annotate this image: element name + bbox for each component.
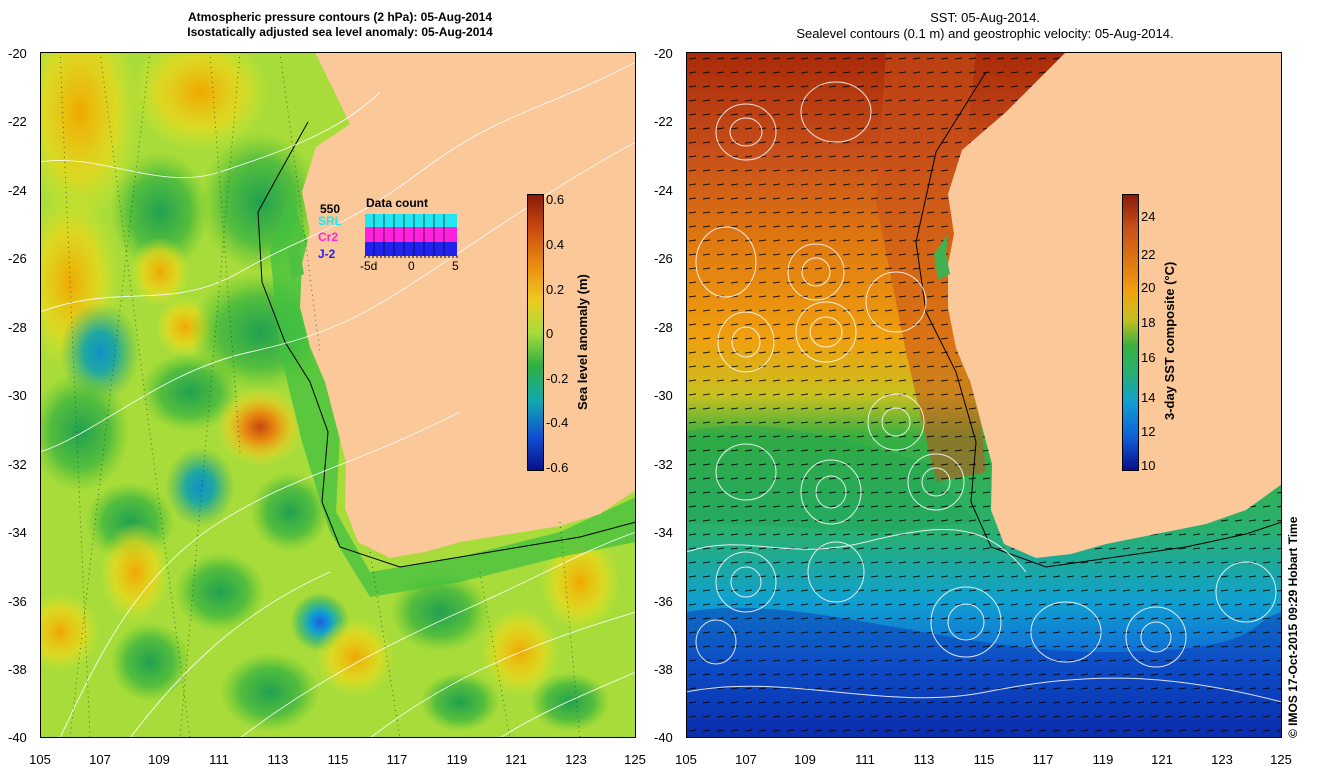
legend-cr2: Cr2: [318, 230, 339, 244]
lat-tick: -32: [654, 457, 673, 472]
lat-tick: -40: [654, 730, 673, 745]
right-cb-tick: 14: [1141, 390, 1156, 405]
lat-tick: -28: [8, 320, 27, 335]
left-colorbar-label: Sea level anomaly (m): [575, 274, 590, 410]
lat-tick: -22: [654, 114, 673, 129]
left-title-line1: Atmospheric pressure contours (2 hPa): 0…: [187, 10, 493, 24]
right-colorbar-label: 3-day SST composite (°C): [1162, 261, 1177, 420]
inset-bars-j2: [365, 242, 457, 256]
right-cb-tick: 22: [1141, 247, 1156, 262]
left-map-panel: [40, 52, 636, 738]
inset-title: Data count: [366, 196, 429, 210]
credit-text: © IMOS 17-Oct-2015 09:29 Hobart Time: [1286, 516, 1300, 738]
left-cb-tick: -0.4: [546, 415, 569, 430]
lon-tick: 123: [1211, 752, 1233, 767]
lat-tick: -36: [8, 594, 27, 609]
lat-tick: -20: [654, 46, 673, 61]
lat-tick: -28: [654, 320, 673, 335]
lon-tick: 115: [327, 752, 349, 767]
lon-tick: 107: [735, 752, 757, 767]
lat-tick: -24: [8, 183, 27, 198]
right-colorbar: [1122, 194, 1139, 471]
left-cb-tick: -0.6: [546, 460, 569, 475]
lon-tick: 105: [675, 752, 697, 767]
inset-max-label: 550: [320, 202, 341, 216]
left-cb-tick: 0.4: [546, 237, 565, 252]
right-cb-tick: 18: [1141, 315, 1156, 330]
left-cb-tick: 0.6: [546, 192, 565, 207]
left-colorbar: [527, 194, 544, 471]
lat-tick: -26: [654, 251, 673, 266]
lat-tick: -22: [8, 114, 27, 129]
lat-tick: -38: [654, 662, 673, 677]
lat-tick: -34: [8, 525, 27, 540]
lat-tick: -30: [654, 388, 673, 403]
lat-tick: -36: [654, 594, 673, 609]
lon-tick: 105: [29, 752, 51, 767]
lat-tick: -24: [654, 183, 673, 198]
inset-bars-srl: [365, 214, 457, 227]
left-cb-tick: 0.2: [546, 282, 565, 297]
inset-tick-right: 5: [452, 259, 459, 273]
right-map-panel: [686, 52, 1282, 738]
lat-tick: -20: [8, 46, 27, 61]
lon-tick: 115: [973, 752, 995, 767]
lat-tick: -38: [8, 662, 27, 677]
lon-tick: 121: [1151, 752, 1173, 767]
right-title-line1: SST: 05-Aug-2014.: [930, 10, 1040, 25]
inset-tick-left: -5d: [360, 259, 378, 273]
lat-tick: -34: [654, 525, 673, 540]
right-cb-tick: 10: [1141, 458, 1156, 473]
data-count-inset: Data count 550 SRL Cr2 J-2 -5d 0 5: [318, 196, 478, 276]
inset-tick-mid: 0: [408, 259, 415, 273]
legend-srl: SRL: [318, 214, 342, 228]
lon-tick: 125: [1270, 752, 1292, 767]
inset-bars-cr2: [365, 227, 457, 242]
right-title-line2: Sealevel contours (0.1 m) and geostrophi…: [796, 26, 1174, 41]
inset-bar-chart: [364, 214, 458, 258]
lon-tick: 125: [624, 752, 646, 767]
right-cb-tick: 20: [1141, 280, 1156, 295]
lon-tick: 117: [1032, 752, 1054, 767]
lon-tick: 119: [1092, 752, 1114, 767]
lat-tick: -32: [8, 457, 27, 472]
left-cb-tick: -0.2: [546, 371, 569, 386]
lon-tick: 113: [267, 752, 289, 767]
lon-tick: 107: [89, 752, 111, 767]
lon-tick: 117: [386, 752, 408, 767]
right-cb-tick: 16: [1141, 350, 1156, 365]
left-title-line2: Isostatically adjusted sea level anomaly…: [187, 25, 493, 39]
lon-tick: 109: [794, 752, 816, 767]
lat-tick: -30: [8, 388, 27, 403]
lon-tick: 113: [913, 752, 935, 767]
left-panel-title: Atmospheric pressure contours (2 hPa): 0…: [100, 10, 580, 40]
right-cb-tick: 24: [1141, 209, 1156, 224]
lon-tick: 109: [148, 752, 170, 767]
lat-tick: -26: [8, 251, 27, 266]
legend-j2: J-2: [318, 247, 336, 261]
right-panel-title: SST: 05-Aug-2014. Sealevel contours (0.1…: [690, 10, 1280, 42]
lon-tick: 123: [565, 752, 587, 767]
right-cb-tick: 12: [1141, 424, 1156, 439]
lon-tick: 119: [446, 752, 468, 767]
lon-tick: 121: [505, 752, 527, 767]
lon-tick: 111: [209, 752, 229, 767]
left-cb-tick: 0: [546, 326, 554, 341]
lon-tick: 111: [855, 752, 875, 767]
lat-tick: -40: [8, 730, 27, 745]
